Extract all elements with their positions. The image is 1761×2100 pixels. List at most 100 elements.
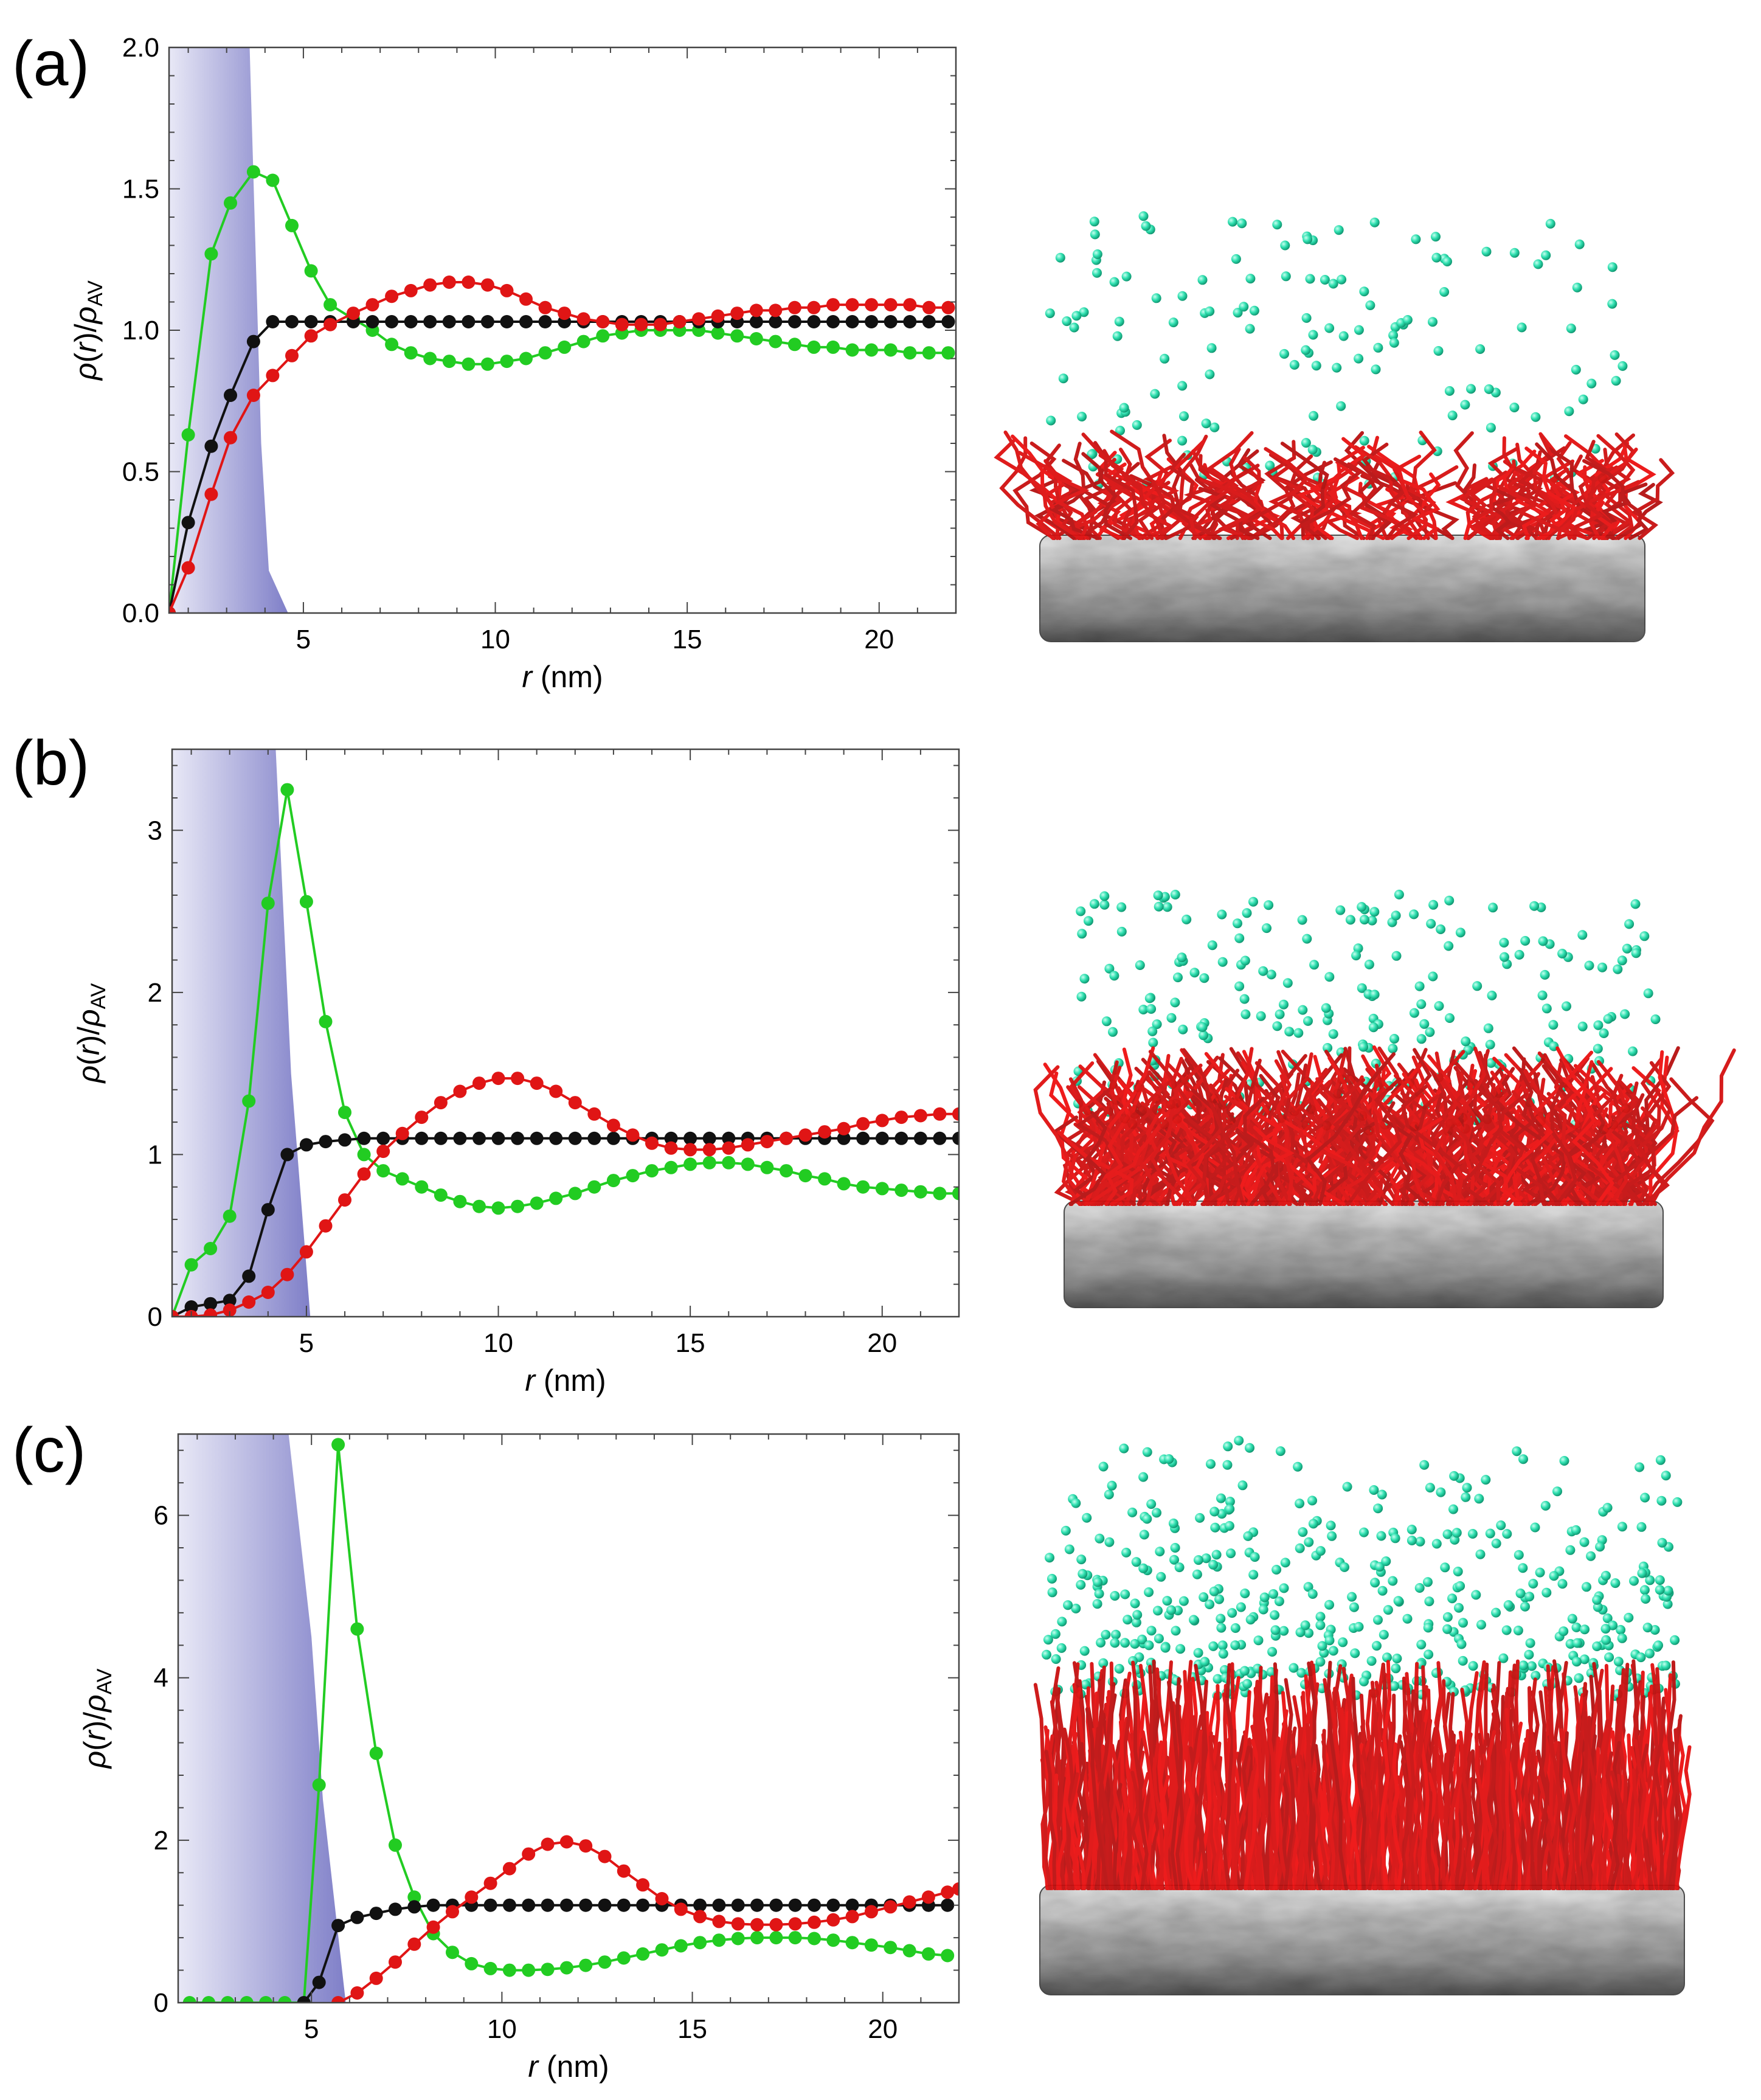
substrate-slab <box>1064 1201 1664 1308</box>
data-point-green <box>837 1177 851 1191</box>
data-point-red <box>579 1839 593 1853</box>
data-point-green <box>434 1188 448 1202</box>
data-point-black <box>522 1898 536 1912</box>
data-point-green <box>750 1931 764 1945</box>
data-point-green <box>472 1199 486 1213</box>
x-tick-label: 20 <box>868 2014 898 2044</box>
data-point-black <box>845 1898 859 1912</box>
data-point-black <box>423 315 437 328</box>
series-line-red <box>337 1840 959 2003</box>
data-point-red <box>587 1107 601 1121</box>
data-point-black <box>913 1131 927 1145</box>
chart-panel-0: (a) 5 10 15 20 0.0 0.5 1.0 1.5 2.0 r (nm) ρ(r)/ρAV <box>12 29 957 694</box>
data-point-green <box>465 1956 479 1970</box>
data-point-green <box>415 1180 429 1194</box>
data-point-green <box>389 1838 402 1852</box>
data-point-red <box>598 1849 612 1863</box>
data-point-black <box>415 1131 429 1145</box>
data-point-black <box>606 1131 620 1145</box>
data-point-black <box>500 315 514 328</box>
data-point-black <box>922 315 936 328</box>
data-point-green <box>453 1194 467 1208</box>
data-point-red <box>331 1996 345 2003</box>
data-point-black <box>357 1131 371 1145</box>
data-point-black <box>826 1898 840 1912</box>
data-point-black <box>894 1131 908 1145</box>
data-point-red <box>266 369 280 383</box>
series-black <box>169 315 955 613</box>
data-point-green <box>864 1938 878 1952</box>
data-point-black <box>952 1131 959 1145</box>
data-point-red <box>246 389 260 402</box>
data-point-red <box>319 1219 333 1233</box>
data-point-green <box>596 329 610 343</box>
data-point-red <box>903 298 917 312</box>
data-point-red <box>538 300 552 314</box>
data-point-green <box>941 1949 955 1963</box>
data-point-green <box>522 1963 536 1977</box>
data-point-black <box>462 315 476 328</box>
data-point-black <box>426 1898 440 1912</box>
data-point-green <box>902 1944 916 1958</box>
data-point-red <box>921 1890 935 1904</box>
data-point-black <box>304 315 318 328</box>
x-tick-label: 15 <box>673 625 702 654</box>
plot-frame <box>168 46 957 614</box>
data-point-green <box>884 343 898 357</box>
data-point-green <box>240 1996 254 2003</box>
data-point-black <box>712 1898 726 1912</box>
data-point-red <box>875 1114 889 1128</box>
data-point-red <box>462 275 476 289</box>
data-point-red <box>856 1117 870 1131</box>
series-green <box>172 783 959 1317</box>
y-tick-label: 1.0 <box>122 316 159 345</box>
data-point-black <box>559 1898 573 1912</box>
data-point-red <box>541 1837 555 1851</box>
data-point-black <box>875 1131 889 1145</box>
data-point-red <box>865 298 879 312</box>
data-point-red <box>434 1096 448 1110</box>
polymer-brush <box>1033 1045 1736 1206</box>
data-point-red <box>511 1072 525 1086</box>
data-point-red <box>673 315 687 328</box>
data-point-black <box>750 1898 764 1912</box>
data-point-green <box>541 1963 555 1977</box>
data-point-red <box>807 300 821 314</box>
data-point-green <box>683 1157 697 1171</box>
data-point-green <box>223 1209 237 1223</box>
y-tick-label: 2 <box>148 978 162 1008</box>
data-point-red <box>626 1128 640 1142</box>
plot-frame <box>177 1433 960 2004</box>
data-point-red <box>798 1128 812 1142</box>
series-line-red <box>169 281 949 613</box>
substrate-shaded-region <box>169 47 288 613</box>
data-point-red <box>731 1917 745 1931</box>
data-point-green <box>731 1932 745 1946</box>
data-point-red <box>617 1864 631 1878</box>
solvent-particles <box>1042 1435 1683 1701</box>
data-point-red <box>702 1143 716 1157</box>
data-point-red <box>826 1913 840 1927</box>
data-point-green <box>826 1933 840 1947</box>
data-point-green <box>884 1941 898 1955</box>
data-point-black <box>579 1898 593 1912</box>
data-point-red <box>415 1111 429 1125</box>
data-point-green <box>903 346 917 360</box>
data-point-black <box>702 1131 716 1145</box>
data-point-black <box>933 1131 947 1145</box>
data-point-red <box>894 1111 908 1125</box>
x-axis-label: r (nm) <box>528 2050 609 2084</box>
data-point-red <box>491 1072 505 1086</box>
data-point-green <box>655 1943 669 1957</box>
data-point-red <box>674 1902 688 1916</box>
data-point-red <box>818 1125 832 1139</box>
data-point-black <box>385 315 399 328</box>
data-point-black <box>204 439 218 453</box>
data-point-black <box>280 1148 294 1162</box>
x-tick-label: 5 <box>296 625 311 654</box>
chart-panel-2: (c) 5 10 15 20 0 2 4 6 r (nm) ρ(r)/ρAV <box>12 1415 960 2084</box>
data-point-black <box>549 1131 563 1145</box>
data-point-green <box>338 1106 351 1120</box>
data-point-red <box>615 317 629 331</box>
data-point-black <box>480 315 494 328</box>
